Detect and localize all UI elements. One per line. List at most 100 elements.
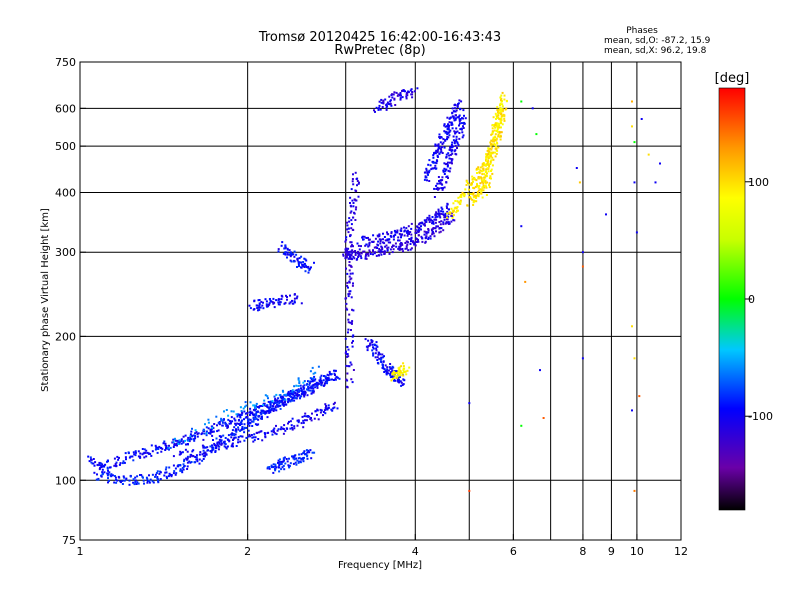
data-point (394, 104, 397, 106)
data-point (368, 241, 371, 244)
data-point (365, 237, 368, 239)
data-point (245, 436, 248, 439)
data-point (98, 464, 101, 467)
data-point (324, 380, 327, 383)
data-point (320, 382, 323, 385)
data-point (468, 188, 471, 191)
data-point (492, 124, 494, 126)
data-point (310, 419, 313, 422)
data-point (177, 443, 180, 445)
data-point (177, 464, 180, 467)
data-point (209, 429, 212, 432)
data-point (455, 127, 458, 130)
data-point (350, 241, 353, 244)
data-point (159, 471, 162, 474)
data-point (266, 416, 269, 419)
data-point (360, 257, 363, 260)
data-point (281, 395, 284, 398)
data-point (362, 238, 365, 241)
data-point (503, 94, 506, 97)
data-point (282, 398, 285, 401)
data-point (325, 405, 327, 407)
data-point (425, 169, 428, 172)
data-point (206, 446, 209, 449)
data-point (216, 441, 219, 444)
data-point (401, 384, 404, 386)
data-point (385, 108, 388, 111)
data-point (207, 427, 210, 430)
data-point (459, 203, 462, 205)
data-point (435, 230, 437, 233)
data-point (456, 200, 459, 203)
data-point (227, 414, 230, 417)
data-point (481, 165, 484, 168)
data-point (301, 415, 304, 418)
data-point (383, 242, 386, 245)
data-point (429, 219, 432, 222)
data-point (280, 399, 283, 402)
data-point (288, 465, 291, 467)
data-point (461, 122, 463, 125)
data-point (303, 395, 306, 398)
data-point (482, 169, 485, 172)
data-point (241, 426, 244, 428)
data-point (575, 167, 578, 169)
data-point (447, 221, 450, 224)
data-point (448, 161, 451, 164)
data-point (436, 212, 439, 215)
data-point (107, 460, 109, 463)
data-point (237, 438, 240, 441)
data-point (305, 259, 308, 262)
data-point (252, 420, 255, 423)
data-point (424, 175, 427, 178)
data-point (311, 412, 313, 415)
data-point (459, 194, 462, 197)
data-point (485, 174, 488, 177)
data-point (249, 412, 252, 414)
data-point (270, 464, 273, 467)
data-point (459, 195, 462, 198)
data-point (448, 157, 451, 160)
data-point (292, 391, 295, 394)
data-point (244, 405, 246, 408)
data-point (154, 444, 157, 447)
phase-legend-title: Phases (626, 26, 658, 36)
data-point (294, 389, 297, 392)
data-point (278, 301, 281, 304)
data-point (487, 153, 490, 155)
data-point (492, 138, 495, 141)
data-point (397, 236, 400, 239)
data-point (456, 104, 459, 107)
data-point (303, 393, 306, 396)
data-point (232, 437, 235, 440)
data-point (114, 475, 116, 477)
data-point (490, 168, 493, 171)
data-point (211, 444, 213, 447)
data-point (434, 143, 437, 146)
data-point (355, 206, 358, 209)
data-point (344, 257, 347, 260)
data-point (389, 102, 392, 105)
data-point (385, 103, 388, 106)
data-point (252, 436, 255, 439)
data-point (444, 170, 447, 173)
data-point (300, 387, 302, 390)
data-point (457, 209, 459, 212)
data-point (426, 179, 428, 182)
data-point (118, 456, 120, 459)
data-point (520, 100, 523, 103)
data-point (284, 301, 287, 304)
data-point (405, 95, 408, 98)
data-point (441, 176, 444, 179)
data-point (230, 410, 233, 413)
data-point (348, 220, 351, 223)
data-point (404, 242, 407, 244)
data-point (247, 423, 250, 425)
data-point (170, 474, 173, 476)
data-point (372, 250, 374, 253)
data-point (306, 457, 309, 460)
data-point (185, 443, 187, 446)
data-point (119, 462, 122, 465)
data-point (377, 351, 380, 354)
data-point (295, 397, 298, 400)
